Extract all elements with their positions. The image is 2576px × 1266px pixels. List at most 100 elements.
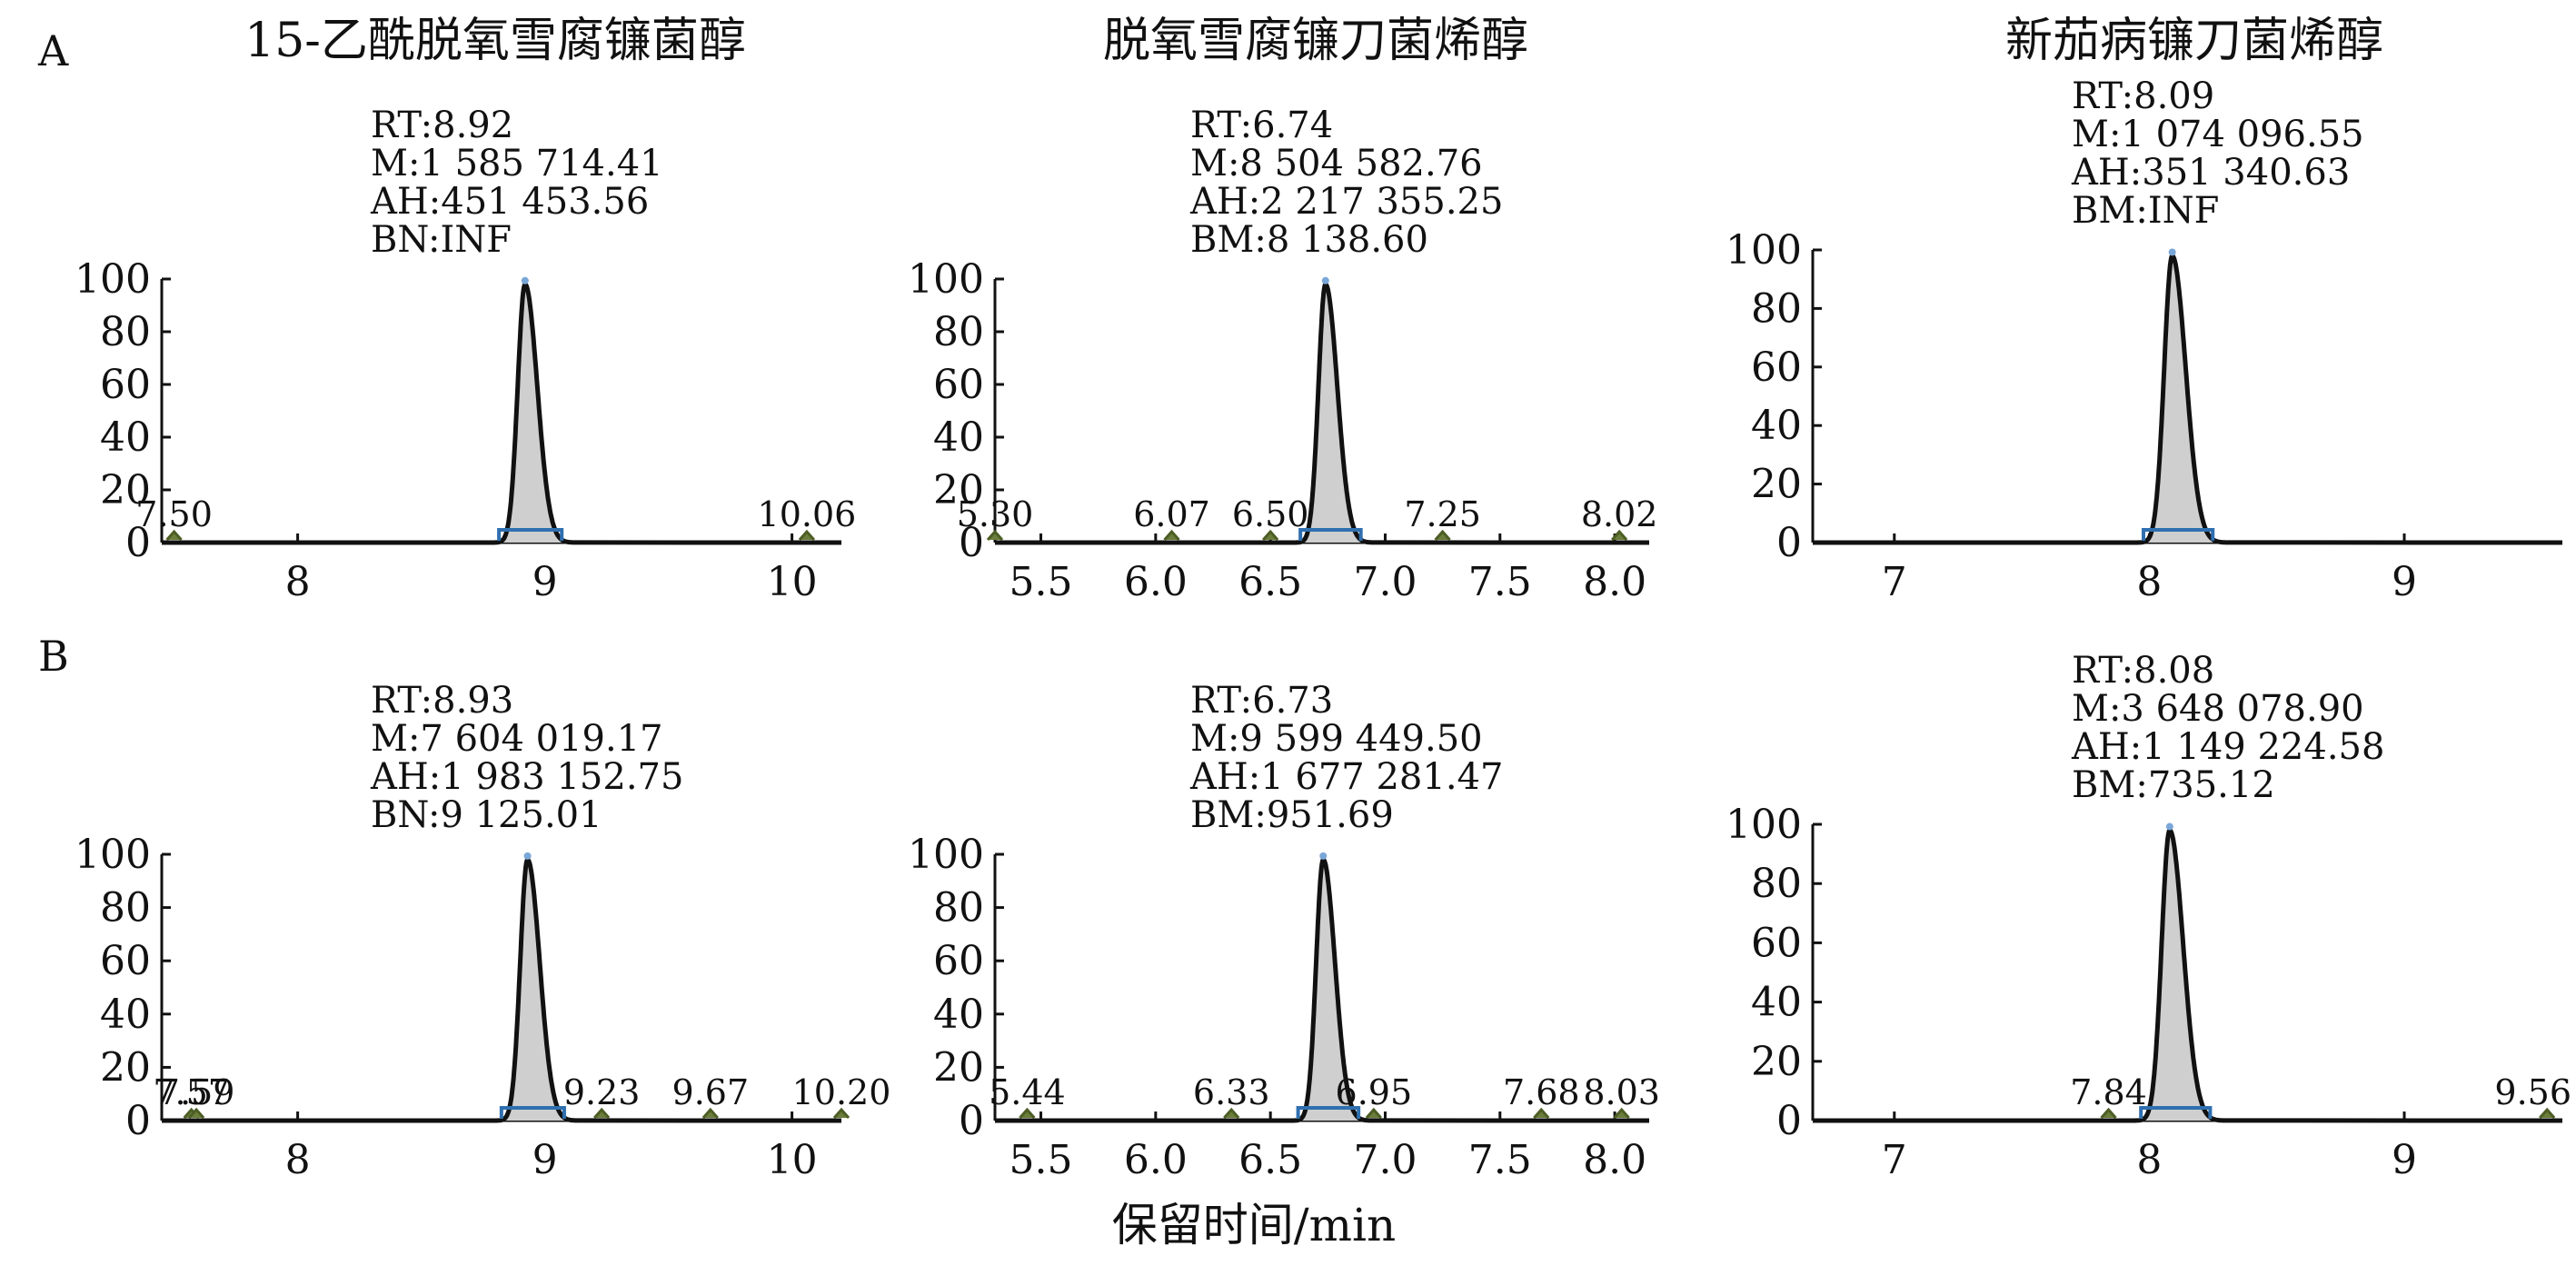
chart-panel-a-1: 15-乙酰脱氧雪腐镰菌醇 RT:8.92M:1 585 714.41AH:451 …: [75, 14, 856, 605]
peak-area: [1276, 859, 1371, 1121]
x-tick-label: 9: [532, 559, 558, 605]
x-tick-label: 8: [2136, 1137, 2162, 1183]
minor-peak-mark: [798, 529, 816, 541]
x-tick-label: 7.0: [1353, 1137, 1417, 1183]
x-tick-label: 6.5: [1238, 1137, 1302, 1183]
minor-peak-mark: [2100, 1107, 2117, 1119]
x-tick-label: 7.5: [1468, 1137, 1532, 1183]
minor-peak-mark: [1262, 529, 1279, 541]
chromatogram-trace: [162, 282, 842, 545]
x-tick-label: 9: [532, 1137, 558, 1183]
peak-annotation: BM:8 138.60: [1190, 219, 1428, 261]
minor-peak-label: 7.84: [2070, 1072, 2147, 1112]
apex-marker: [1319, 852, 1328, 860]
x-tick-label: 8: [2136, 559, 2162, 605]
integration-baseline: [1298, 528, 1363, 541]
y-tick-label: 60: [933, 938, 984, 984]
chromatogram-trace: [162, 857, 842, 1123]
minor-peak-mark: [701, 1107, 719, 1119]
x-tick-label: 9: [2392, 559, 2417, 605]
minor-peak-label: 8.03: [1583, 1072, 1660, 1112]
minor-peak-label: 9.67: [672, 1072, 750, 1112]
minor-peak-mark: [1611, 529, 1628, 541]
minor-peak-mark: [1434, 529, 1451, 541]
peak-annotation: AH:451 453.56: [370, 181, 649, 223]
y-tick-label: 0: [959, 520, 984, 566]
peak-annotation: RT:6.74: [1190, 105, 1333, 146]
minor-peak-label: 5.30: [957, 494, 1034, 534]
apex-marker: [2165, 822, 2173, 831]
x-tick-label: 6.0: [1124, 559, 1188, 605]
apex-marker: [1321, 276, 1329, 284]
y-tick-label: 40: [100, 992, 151, 1038]
y-tick-label: 80: [933, 885, 984, 932]
minor-peak-label: 9.56: [2494, 1072, 2571, 1112]
x-tick-label: 6.5: [1238, 559, 1302, 605]
minor-peak-mark: [2539, 1107, 2556, 1119]
minor-peak-label: 10.06: [758, 494, 857, 534]
y-tick-label: 40: [933, 992, 984, 1038]
y-tick-label: 0: [125, 1098, 151, 1144]
apex-marker: [523, 852, 532, 860]
minor-peak-label: 5.44: [989, 1072, 1066, 1112]
x-tick-label: 10: [767, 559, 818, 605]
minor-peak-mark: [1613, 1107, 1630, 1119]
peak-area: [1278, 284, 1373, 543]
y-tick-label: 100: [908, 256, 984, 303]
x-tick-label: 7.5: [1468, 559, 1532, 605]
peak-area: [2115, 830, 2224, 1121]
y-tick-label: 80: [100, 309, 151, 355]
x-tick-label: 6.0: [1124, 1137, 1188, 1183]
peak-area: [478, 859, 577, 1121]
y-tick-label: 80: [1751, 285, 1802, 332]
minor-peak-label: 6.07: [1133, 494, 1210, 534]
y-tick-label: 20: [1751, 462, 1802, 508]
peak-annotation: BM:951.69: [1190, 794, 1394, 836]
peak-area: [475, 284, 574, 543]
chromatogram-trace: [995, 282, 1650, 545]
y-tick-label: 40: [1751, 980, 1802, 1026]
y-tick-label: 0: [1776, 520, 1802, 566]
x-tick-label: 7.0: [1353, 559, 1417, 605]
peak-annotation: M:8 504 582.76: [1190, 143, 1483, 184]
minor-peak-mark: [187, 1107, 205, 1119]
row-label-b: B: [38, 632, 69, 681]
y-tick-label: 20: [100, 467, 151, 513]
peak-annotation: RT:8.93: [371, 680, 513, 722]
peak-annotation: AH:2 217 355.25: [1189, 181, 1503, 223]
minor-peak-mark: [593, 1107, 611, 1119]
minor-peak-label: 6.95: [1336, 1072, 1413, 1112]
minor-peak-label: 7.68: [1503, 1072, 1580, 1112]
x-tick-label: 8.0: [1583, 559, 1646, 605]
chromatogram-trace: [1813, 828, 2563, 1123]
peak-annotation: AH:1 677 281.47: [1189, 756, 1503, 798]
peak-annotation: RT:8.08: [2072, 650, 2214, 692]
minor-peak-mark: [1365, 1107, 1382, 1119]
minor-peak-label: 10.20: [792, 1072, 891, 1112]
integration-baseline: [497, 528, 564, 541]
integration-baseline: [499, 1106, 566, 1119]
y-tick-label: 60: [1751, 344, 1802, 391]
y-tick-label: 0: [125, 520, 151, 566]
peak-annotation: BM:INF: [2072, 190, 2219, 232]
peak-annotation: M:1 585 714.41: [371, 143, 663, 184]
y-tick-label: 100: [75, 256, 151, 303]
peak-annotation: BN:9 125.01: [371, 794, 602, 836]
y-tick-label: 40: [933, 414, 984, 461]
minor-peak-label: 6.33: [1193, 1072, 1270, 1112]
y-tick-label: 60: [100, 938, 151, 984]
y-tick-label: 60: [1751, 920, 1802, 966]
x-tick-label: 5.5: [1010, 1137, 1073, 1183]
y-tick-label: 60: [100, 362, 151, 408]
panels: 15-乙酰脱氧雪腐镰菌醇 RT:8.92M:1 585 714.41AH:451 …: [75, 14, 2571, 1183]
panel-title: 15-乙酰脱氧雪腐镰菌醇: [244, 14, 746, 68]
peak-annotation: M:3 648 078.90: [2072, 688, 2364, 730]
integration-baseline: [2141, 528, 2215, 541]
y-tick-label: 100: [908, 832, 984, 878]
